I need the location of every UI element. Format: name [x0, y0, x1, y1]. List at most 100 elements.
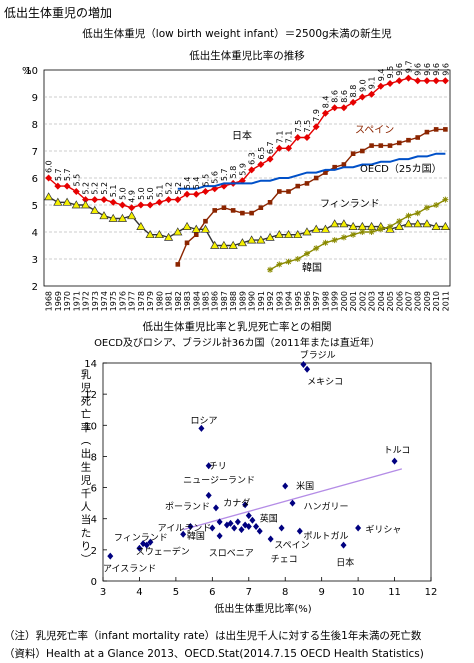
series-point-finland — [330, 219, 340, 228]
x-tick-label: 2003 — [368, 291, 377, 311]
series-point-spain — [286, 189, 291, 194]
x-tick-label: 10 — [352, 587, 365, 598]
x-tick-label: 2011 — [441, 291, 450, 311]
series-point-finland — [228, 240, 238, 249]
x-tick-label: 1997 — [312, 291, 321, 311]
scatter-x-axis-label: 低出生体重児比率(%) — [214, 602, 311, 615]
x-tick-label: 1969 — [54, 291, 63, 311]
x-tick-label: 5 — [173, 587, 179, 598]
country-label: ブラジル — [300, 349, 336, 361]
series-japan — [45, 74, 449, 212]
series-point-finland — [339, 219, 349, 228]
data-label: 7.5 — [303, 120, 312, 133]
x-tick-label: 1990 — [248, 291, 257, 311]
y-tick-label: 8 — [91, 452, 97, 463]
y-axis-label-char: 亡 — [81, 408, 92, 421]
y-tick-label: 2 — [32, 282, 38, 293]
series-point-japan — [183, 190, 191, 198]
country-label: アイスランド — [103, 564, 156, 575]
x-tick-label: 7 — [246, 587, 252, 598]
y-tick-label: 12 — [84, 390, 97, 401]
series-point-korea — [359, 229, 366, 235]
data-label: 4.9 — [128, 190, 137, 203]
series-point-spain — [230, 208, 236, 213]
data-label: 9.6 — [441, 63, 450, 76]
series-point-finland — [99, 211, 109, 220]
data-label: 5.8 — [229, 166, 238, 179]
data-label: 5.9 — [238, 163, 247, 176]
x-tick-label: 6 — [209, 587, 215, 598]
y-tick-label: 7 — [32, 147, 38, 158]
data-label: 8.6 — [340, 90, 349, 103]
x-tick-label: 2008 — [414, 291, 423, 311]
country-label: 英国 — [260, 513, 278, 525]
series-label-finland: フィンランド — [320, 198, 380, 210]
x-tick-label: 9 — [318, 587, 324, 598]
series-point-korea — [303, 250, 310, 257]
series-point-japan — [321, 109, 329, 117]
scatter-point — [300, 361, 307, 369]
series-point-spain — [406, 137, 411, 143]
data-label: 8.6 — [331, 90, 340, 103]
line-chart-series — [44, 74, 450, 273]
data-label: 9.6 — [432, 63, 441, 76]
line-chart-y-unit: % — [22, 66, 32, 77]
y-axis-label-char: （ — [79, 435, 91, 446]
y-axis-label-char: 率 — [81, 421, 92, 434]
series-point-spain — [332, 164, 337, 170]
series-point-korea — [267, 266, 274, 273]
country-label: ロシア — [190, 417, 217, 427]
data-label: 9.6 — [423, 63, 432, 76]
scatter-plot-area — [102, 362, 432, 582]
series-point-spain — [267, 200, 273, 205]
scatter-point — [249, 516, 256, 524]
series-point-finland — [302, 227, 312, 236]
source-note: （資料）Health at a Glance 2013、OECD.Stat(20… — [4, 648, 424, 660]
series-point-japan — [82, 196, 90, 204]
scatter-point — [391, 457, 398, 465]
series-point-finland — [320, 224, 331, 233]
series-point-japan — [192, 190, 200, 198]
x-tick-label: 1977 — [128, 291, 137, 311]
series-point-finland — [71, 200, 81, 209]
x-tick-label: 2009 — [423, 291, 432, 311]
data-label: 5.4 — [183, 176, 192, 189]
series-point-japan — [266, 155, 274, 163]
series-line-oecd — [177, 152, 446, 190]
series-point-japan — [432, 77, 440, 85]
y-axis-label-char: 乳 — [81, 368, 92, 381]
scatter-point — [245, 523, 252, 530]
x-tick-label: 1975 — [109, 291, 118, 311]
series-point-spain — [369, 143, 374, 148]
series-point-finland — [219, 240, 229, 249]
scatter-chart: 低出生体重児比率と乳児死亡率との相関 OECD及びロシア、ブラジル計36カ国（2… — [79, 320, 437, 615]
series-point-finland — [62, 197, 72, 206]
scatter-point — [340, 541, 347, 549]
series-point-korea — [377, 226, 384, 233]
country-label: メキシコ — [307, 378, 343, 388]
series-point-korea — [442, 196, 449, 203]
series-point-finland — [265, 232, 275, 241]
data-label: 5.7 — [220, 168, 229, 181]
y-axis-label-char: た — [81, 527, 92, 539]
x-tick-label: 3 — [100, 587, 106, 598]
series-point-japan — [137, 201, 145, 209]
x-tick-label: 1976 — [118, 291, 127, 311]
x-tick-label: 2000 — [340, 291, 349, 311]
scatter-chart-title: 低出生体重児比率と乳児死亡率との相関 — [143, 320, 332, 333]
x-tick-label: 1979 — [146, 291, 155, 311]
x-tick-label: 1980 — [155, 291, 164, 311]
line-chart-y-ticks: 2 3 4 5 6 7 8 9 10 — [25, 66, 38, 293]
series-point-spain — [184, 240, 190, 246]
series-point-finland — [163, 232, 174, 241]
x-tick-label: 1988 — [229, 291, 238, 311]
series-point-korea — [294, 256, 301, 262]
x-tick-label: 1991 — [257, 291, 266, 311]
series-point-finland — [136, 221, 146, 230]
series-point-korea — [414, 210, 421, 217]
series-point-korea — [340, 234, 347, 241]
x-tick-label: 1974 — [100, 291, 109, 311]
data-label: 9.0 — [358, 79, 367, 92]
data-label: 5.1 — [155, 185, 164, 198]
y-axis-label-char: 児 — [81, 475, 92, 487]
